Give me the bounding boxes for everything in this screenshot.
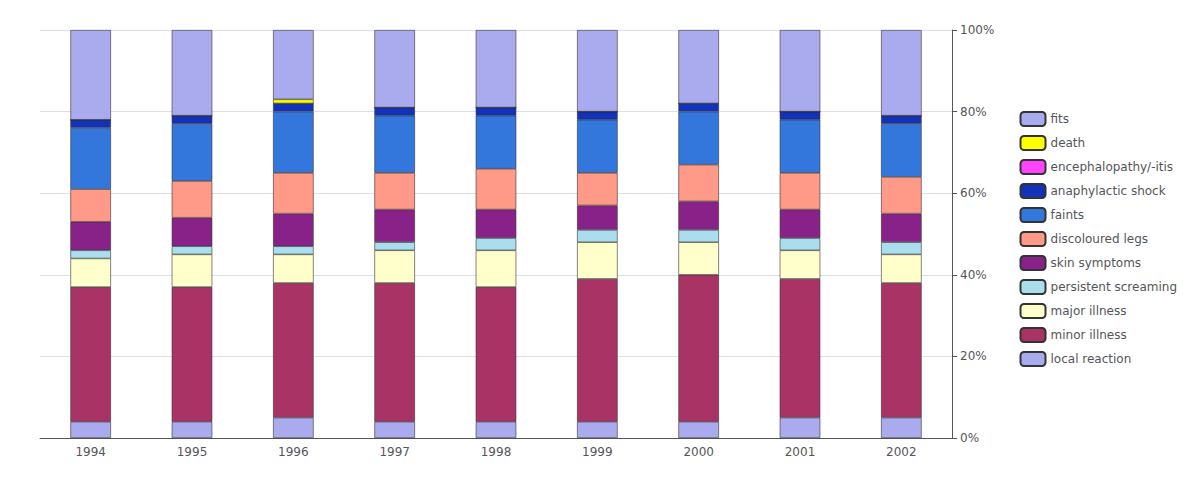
svg-text:1999: 1999 — [582, 445, 613, 459]
svg-text:persistent screaming: persistent screaming — [1051, 280, 1178, 294]
svg-text:2000: 2000 — [683, 445, 714, 459]
svg-text:death: death — [1051, 136, 1086, 150]
svg-text:skin symptoms: skin symptoms — [1051, 256, 1142, 270]
svg-text:faints: faints — [1051, 208, 1084, 222]
svg-text:discoloured legs: discoloured legs — [1051, 232, 1149, 246]
svg-text:fits: fits — [1051, 112, 1070, 126]
svg-text:encephalopathy/-itis: encephalopathy/-itis — [1051, 160, 1174, 174]
svg-text:20%: 20% — [960, 349, 987, 363]
svg-text:0%: 0% — [960, 431, 979, 445]
svg-text:major illness: major illness — [1051, 304, 1127, 318]
svg-text:local reaction: local reaction — [1051, 352, 1132, 366]
svg-text:1994: 1994 — [75, 445, 106, 459]
svg-text:1995: 1995 — [177, 445, 208, 459]
svg-text:60%: 60% — [960, 186, 987, 200]
svg-text:2001: 2001 — [785, 445, 816, 459]
svg-text:2002: 2002 — [886, 445, 917, 459]
svg-text:minor illness: minor illness — [1051, 328, 1127, 342]
svg-text:1998: 1998 — [481, 445, 512, 459]
svg-text:1997: 1997 — [379, 445, 410, 459]
svg-text:anaphylactic shock: anaphylactic shock — [1051, 184, 1166, 198]
svg-text:1996: 1996 — [278, 445, 309, 459]
svg-text:100%: 100% — [960, 23, 994, 37]
svg-text:40%: 40% — [960, 268, 987, 282]
svg-text:80%: 80% — [960, 105, 987, 119]
